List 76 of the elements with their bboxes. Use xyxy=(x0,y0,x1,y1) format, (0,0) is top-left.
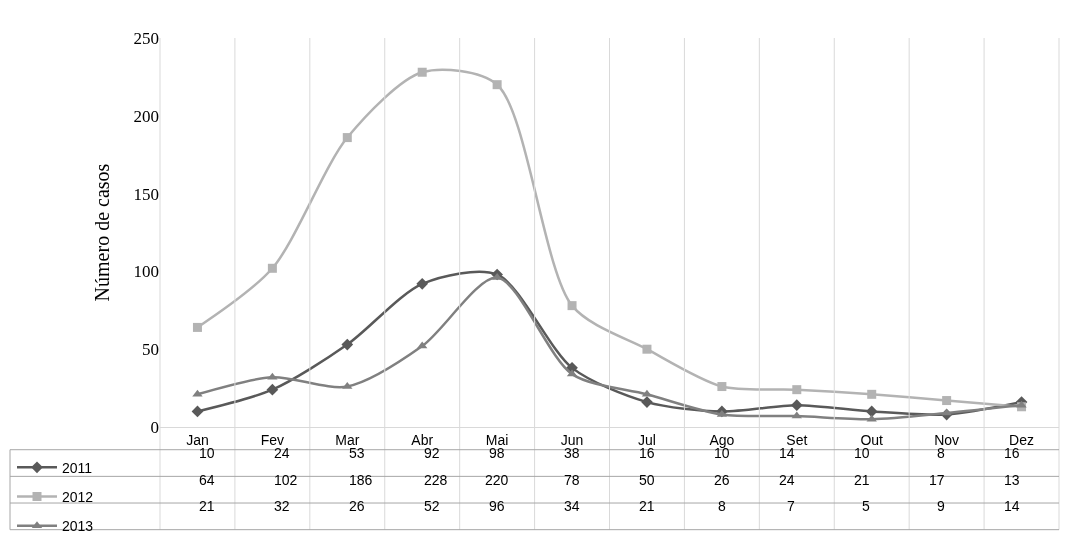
point xyxy=(416,278,429,290)
point xyxy=(567,301,577,311)
point xyxy=(492,80,502,90)
y-tick-label: 100 xyxy=(133,262,159,282)
data-label: 14 xyxy=(1004,498,1020,514)
point xyxy=(792,385,802,395)
x-tick-label: Fev xyxy=(260,431,285,448)
x-tick-label: Mai xyxy=(485,431,509,448)
data-label: 34 xyxy=(564,498,580,514)
data-label: 14 xyxy=(779,445,795,461)
x-tick-label: Out xyxy=(860,431,884,448)
data-label: 53 xyxy=(349,445,365,461)
y-tick-label: 200 xyxy=(133,106,159,126)
point xyxy=(191,405,204,418)
data-label: 24 xyxy=(274,445,290,461)
y-tick-label: 150 xyxy=(133,184,159,204)
data-label: 102 xyxy=(274,472,298,488)
point xyxy=(865,405,878,418)
x-tick-label: Abr xyxy=(411,431,434,448)
legend-label: 2011 xyxy=(62,459,93,476)
point xyxy=(417,341,428,349)
x-tick-label: Nov xyxy=(934,431,960,448)
data-label: 5 xyxy=(862,498,870,514)
point xyxy=(192,322,202,332)
y-tick-label: 0 xyxy=(150,417,159,437)
y-tick-label: 50 xyxy=(142,340,159,360)
point xyxy=(642,344,652,354)
x-tick-label: Dez xyxy=(1009,431,1034,448)
point xyxy=(942,396,952,406)
data-label: 26 xyxy=(349,498,365,514)
point xyxy=(417,67,427,77)
data-label: 96 xyxy=(489,498,505,514)
point xyxy=(192,389,203,397)
point xyxy=(342,133,352,143)
data-label: 98 xyxy=(489,445,505,461)
data-label: 10 xyxy=(854,445,870,461)
x-tick-label: Mar xyxy=(335,431,360,448)
point xyxy=(717,382,727,392)
data-label: 10 xyxy=(199,445,215,461)
data-label: 38 xyxy=(564,445,580,461)
x-tick-label: Ago xyxy=(709,431,735,448)
x-tick-label: Jan xyxy=(186,431,209,448)
data-label: 64 xyxy=(199,472,215,488)
data-label: 17 xyxy=(929,472,945,488)
data-label: 52 xyxy=(424,498,440,514)
data-label: 13 xyxy=(1004,472,1020,488)
x-tick-label: Jun xyxy=(560,431,584,448)
legend-label: 2013 xyxy=(62,518,94,535)
y-tick-label: 250 xyxy=(133,28,159,48)
point xyxy=(267,263,277,273)
data-label: 21 xyxy=(199,498,215,514)
data-label: 8 xyxy=(718,498,726,514)
data-label: 16 xyxy=(639,445,655,461)
data-label: 228 xyxy=(424,472,448,488)
x-tick-label: Set xyxy=(786,431,808,448)
point xyxy=(867,389,877,399)
data-label: 16 xyxy=(1004,445,1020,461)
point xyxy=(341,338,354,351)
data-label: 8 xyxy=(937,445,945,461)
point xyxy=(790,399,803,412)
data-label: 7 xyxy=(787,498,795,514)
point xyxy=(266,383,279,396)
data-label: 26 xyxy=(714,472,730,488)
data-label: 32 xyxy=(274,498,290,514)
legend-label: 2012 xyxy=(62,488,94,505)
data-label: 78 xyxy=(564,472,580,488)
data-label: 92 xyxy=(424,445,440,461)
data-label: 220 xyxy=(485,472,509,488)
data-label: 9 xyxy=(937,498,945,514)
data-label: 186 xyxy=(349,472,373,488)
data-label: 50 xyxy=(639,472,655,488)
y-axis-title: Número de casos xyxy=(91,163,113,302)
data-label: 21 xyxy=(854,472,870,488)
data-label: 24 xyxy=(779,472,795,488)
x-tick-label: Jul xyxy=(638,431,656,448)
data-label: 21 xyxy=(639,498,655,514)
